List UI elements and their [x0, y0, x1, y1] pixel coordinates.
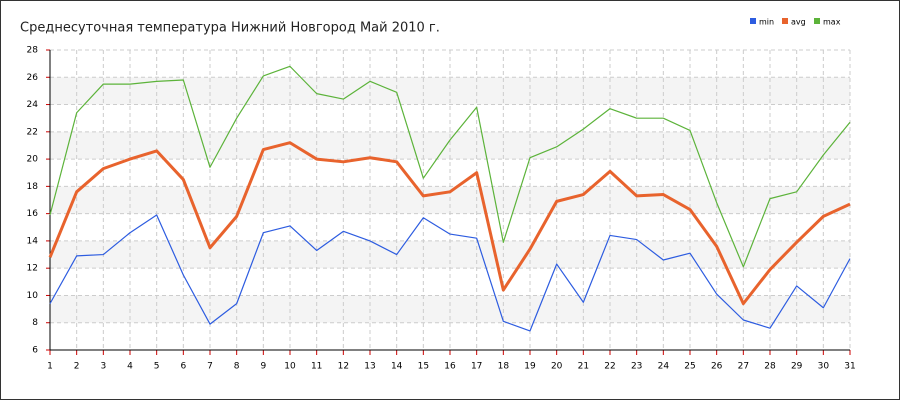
y-tick-label: 20	[27, 155, 39, 165]
y-tick-label: 26	[27, 73, 39, 83]
x-tick-label: 25	[684, 362, 695, 372]
y-tick-label: 16	[27, 209, 39, 219]
x-tick-label: 3	[100, 362, 106, 372]
x-tick-label: 11	[311, 362, 322, 372]
legend-label: max	[823, 18, 841, 27]
y-tick-label: 10	[27, 291, 39, 301]
x-tick-label: 31	[844, 362, 855, 372]
x-tick-label: 24	[658, 362, 670, 372]
y-tick-label: 14	[27, 236, 39, 246]
y-tick-label: 6	[32, 346, 38, 356]
x-tick-label: 1	[47, 362, 53, 372]
legend-swatch	[782, 18, 788, 24]
legend-label: avg	[791, 18, 806, 27]
x-tick-label: 21	[578, 362, 589, 372]
y-tick-label: 12	[27, 264, 38, 274]
legend-label: min	[759, 18, 774, 27]
x-tick-label: 16	[444, 362, 456, 372]
x-tick-label: 27	[738, 362, 749, 372]
chart-title: Среднесуточная температура Нижний Новгор…	[20, 21, 440, 36]
x-tick-label: 2	[74, 362, 80, 372]
x-tick-label: 30	[818, 362, 830, 372]
series-line	[48, 141, 851, 306]
x-tick-label: 8	[234, 362, 240, 372]
x-tick-label: 5	[154, 362, 160, 372]
x-tick-label: 6	[180, 362, 186, 372]
x-tick-label: 23	[631, 362, 642, 372]
legend-swatch	[750, 18, 756, 24]
x-tick-label: 22	[604, 362, 615, 372]
series-line	[49, 65, 851, 268]
x-tick-label: 28	[764, 362, 776, 372]
x-tick-label: 7	[207, 362, 213, 372]
x-tick-label: 17	[471, 362, 482, 372]
y-tick-label: 8	[32, 318, 38, 328]
x-tick-label: 15	[418, 362, 429, 372]
legend-swatch	[814, 18, 820, 24]
x-tick-label: 29	[791, 362, 803, 372]
x-tick-label: 18	[498, 362, 510, 372]
x-tick-label: 10	[284, 362, 296, 372]
y-tick-label: 24	[27, 100, 39, 110]
x-tick-label: 9	[260, 362, 266, 372]
x-tick-label: 20	[551, 362, 563, 372]
x-tick-label: 13	[364, 362, 375, 372]
x-tick-label: 26	[711, 362, 723, 372]
series-line	[49, 214, 851, 332]
y-tick-label: 22	[27, 127, 38, 137]
x-tick-label: 14	[391, 362, 403, 372]
y-tick-label: 28	[27, 46, 39, 56]
x-tick-label: 12	[338, 362, 349, 372]
x-tick-label: 19	[524, 362, 536, 372]
y-tick-label: 18	[27, 182, 39, 192]
x-tick-label: 4	[127, 362, 133, 372]
